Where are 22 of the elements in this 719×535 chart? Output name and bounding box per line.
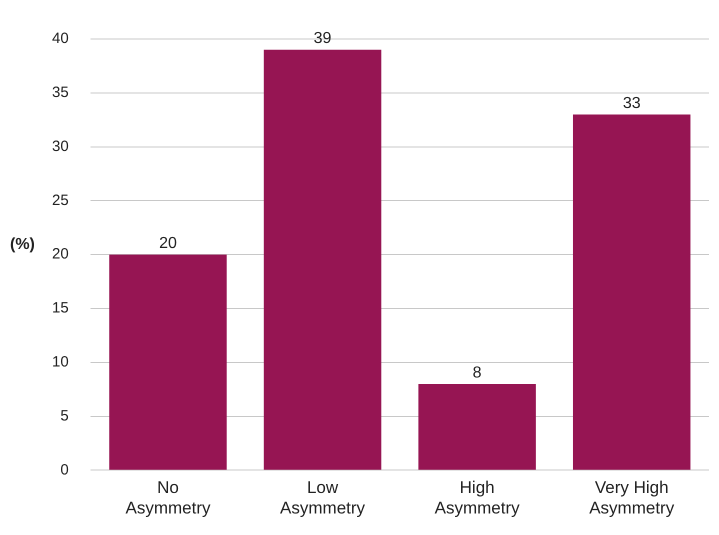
bar [572,114,690,470]
y-tick-label: 40 [52,30,69,48]
y-tick-label: 35 [52,84,69,102]
x-tick-label: Low Asymmetry [280,478,366,518]
data-label: 39 [314,30,332,48]
y-tick-label: 0 [60,461,69,478]
y-axis-title: (%) [10,236,35,254]
x-tick-label: High Asymmetry [434,478,520,518]
x-tick-label: Very High Asymmetry [589,478,675,518]
y-tick-label: 10 [52,354,69,371]
y-tick-label: 30 [52,138,69,155]
data-label: 20 [159,235,177,252]
bar [264,50,382,470]
y-tick-label: 20 [52,246,69,263]
data-label: 33 [622,94,641,112]
y-tick-label: 5 [60,407,69,424]
bar [109,254,227,470]
y-tick-label: 25 [52,192,69,209]
x-tick-label: No Asymmetry [125,478,211,518]
y-tick-label: 15 [52,300,69,317]
bar [418,384,536,470]
data-label: 8 [472,364,482,382]
